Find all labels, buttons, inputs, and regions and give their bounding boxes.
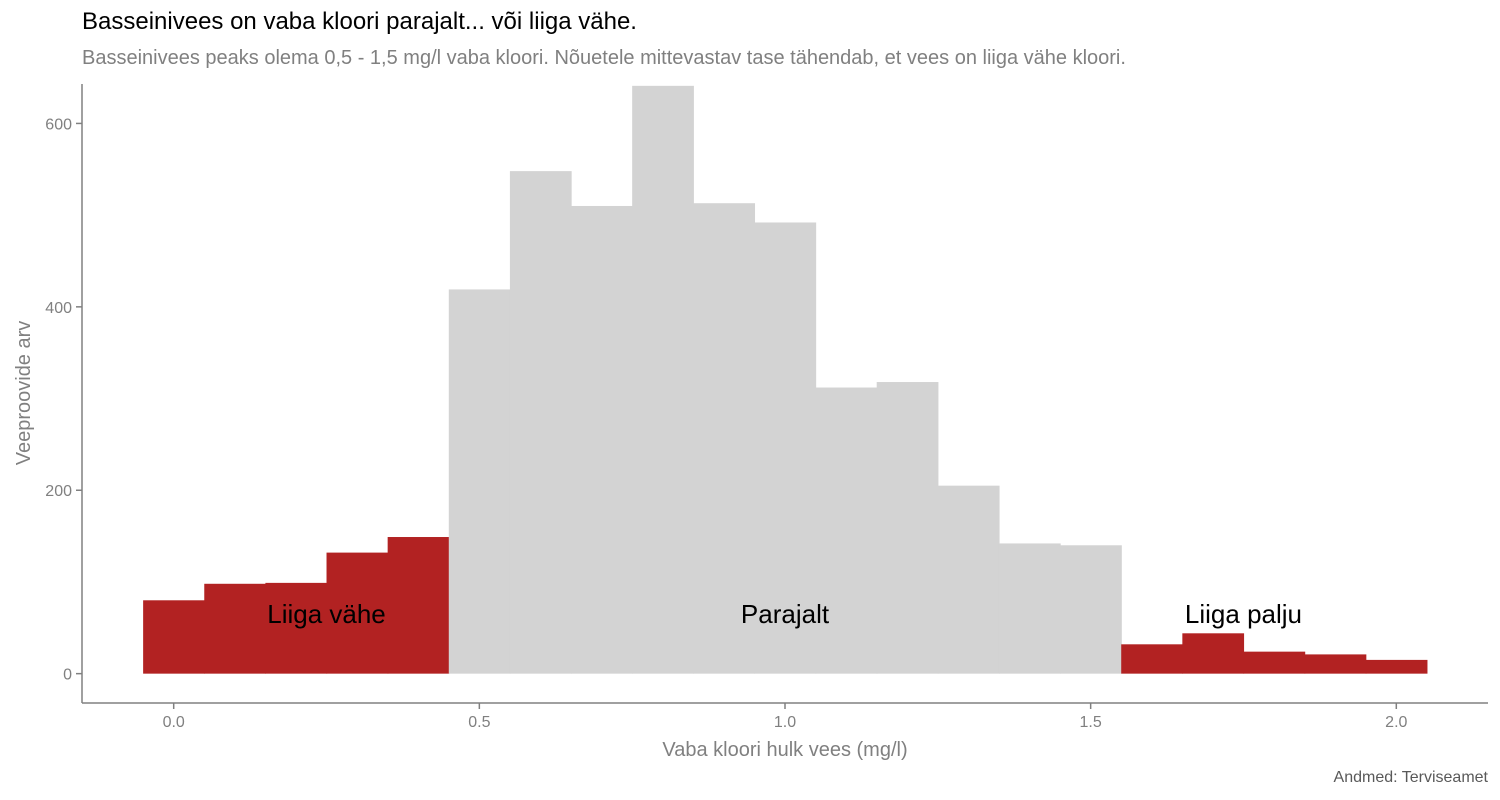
zone-label-1: Parajalt — [741, 599, 830, 629]
y-tick-label-2: 400 — [45, 300, 72, 317]
x-tick-label-2: 1.0 — [774, 714, 796, 731]
histogram-bar-19 — [1304, 654, 1367, 674]
histogram-bar-15 — [1060, 545, 1122, 674]
histogram-bar-6 — [509, 171, 572, 674]
histogram-bar-14 — [998, 543, 1061, 674]
y-tick-label-3: 600 — [45, 116, 72, 133]
chart-title: Basseinivees on vaba kloori parajalt... … — [82, 8, 637, 35]
zone-label-2: Liiga palju — [1185, 599, 1302, 629]
x-tick-label-3: 1.5 — [1080, 714, 1102, 731]
histogram-bar-11 — [815, 387, 878, 674]
histogram-bar-2 — [265, 582, 328, 674]
source-caption: Andmed: Terviseamet — [1333, 769, 1488, 786]
x-tick-label-1: 0.5 — [468, 714, 490, 731]
y-axis-title: Veeproovide arv — [13, 321, 35, 466]
y-ticks: 0 200 400 600 — [45, 116, 82, 684]
bars-group — [143, 85, 1428, 674]
histogram-bar-4 — [387, 537, 450, 674]
histogram-bar-1 — [204, 583, 266, 674]
axes-group: 0.0 0.5 1.0 1.5 2.0 0 200 400 600 — [45, 84, 1488, 731]
histogram-bar-10 — [754, 222, 817, 674]
x-tick-label-4: 2.0 — [1385, 714, 1407, 731]
histogram-bar-7 — [571, 205, 633, 674]
histogram-bar-12 — [876, 382, 939, 674]
zone-labels: Liiga vähe Parajalt Liiga palju — [267, 599, 1302, 629]
histogram-bar-9 — [693, 203, 756, 674]
histogram-bar-5 — [448, 289, 511, 674]
zone-label-0: Liiga vähe — [267, 599, 386, 629]
x-tick-label-0: 0.0 — [163, 714, 185, 731]
histogram-bar-20 — [1365, 659, 1428, 674]
x-ticks: 0.0 0.5 1.0 1.5 2.0 — [163, 703, 1408, 731]
histogram-bar-0 — [143, 600, 205, 674]
histogram-bar-3 — [326, 552, 389, 674]
y-tick-label-1: 200 — [45, 483, 72, 500]
y-tick-label-0: 0 — [63, 667, 72, 684]
histogram-bar-13 — [937, 485, 1000, 674]
histogram-bar-8 — [632, 85, 694, 674]
histogram-bar-18 — [1243, 651, 1306, 674]
x-axis-title: Vaba kloori hulk vees (mg/l) — [662, 739, 907, 761]
histogram-bar-17 — [1182, 633, 1245, 674]
histogram-bar-16 — [1121, 644, 1183, 674]
chart-subtitle: Basseinivees peaks olema 0,5 - 1,5 mg/l … — [82, 47, 1126, 69]
